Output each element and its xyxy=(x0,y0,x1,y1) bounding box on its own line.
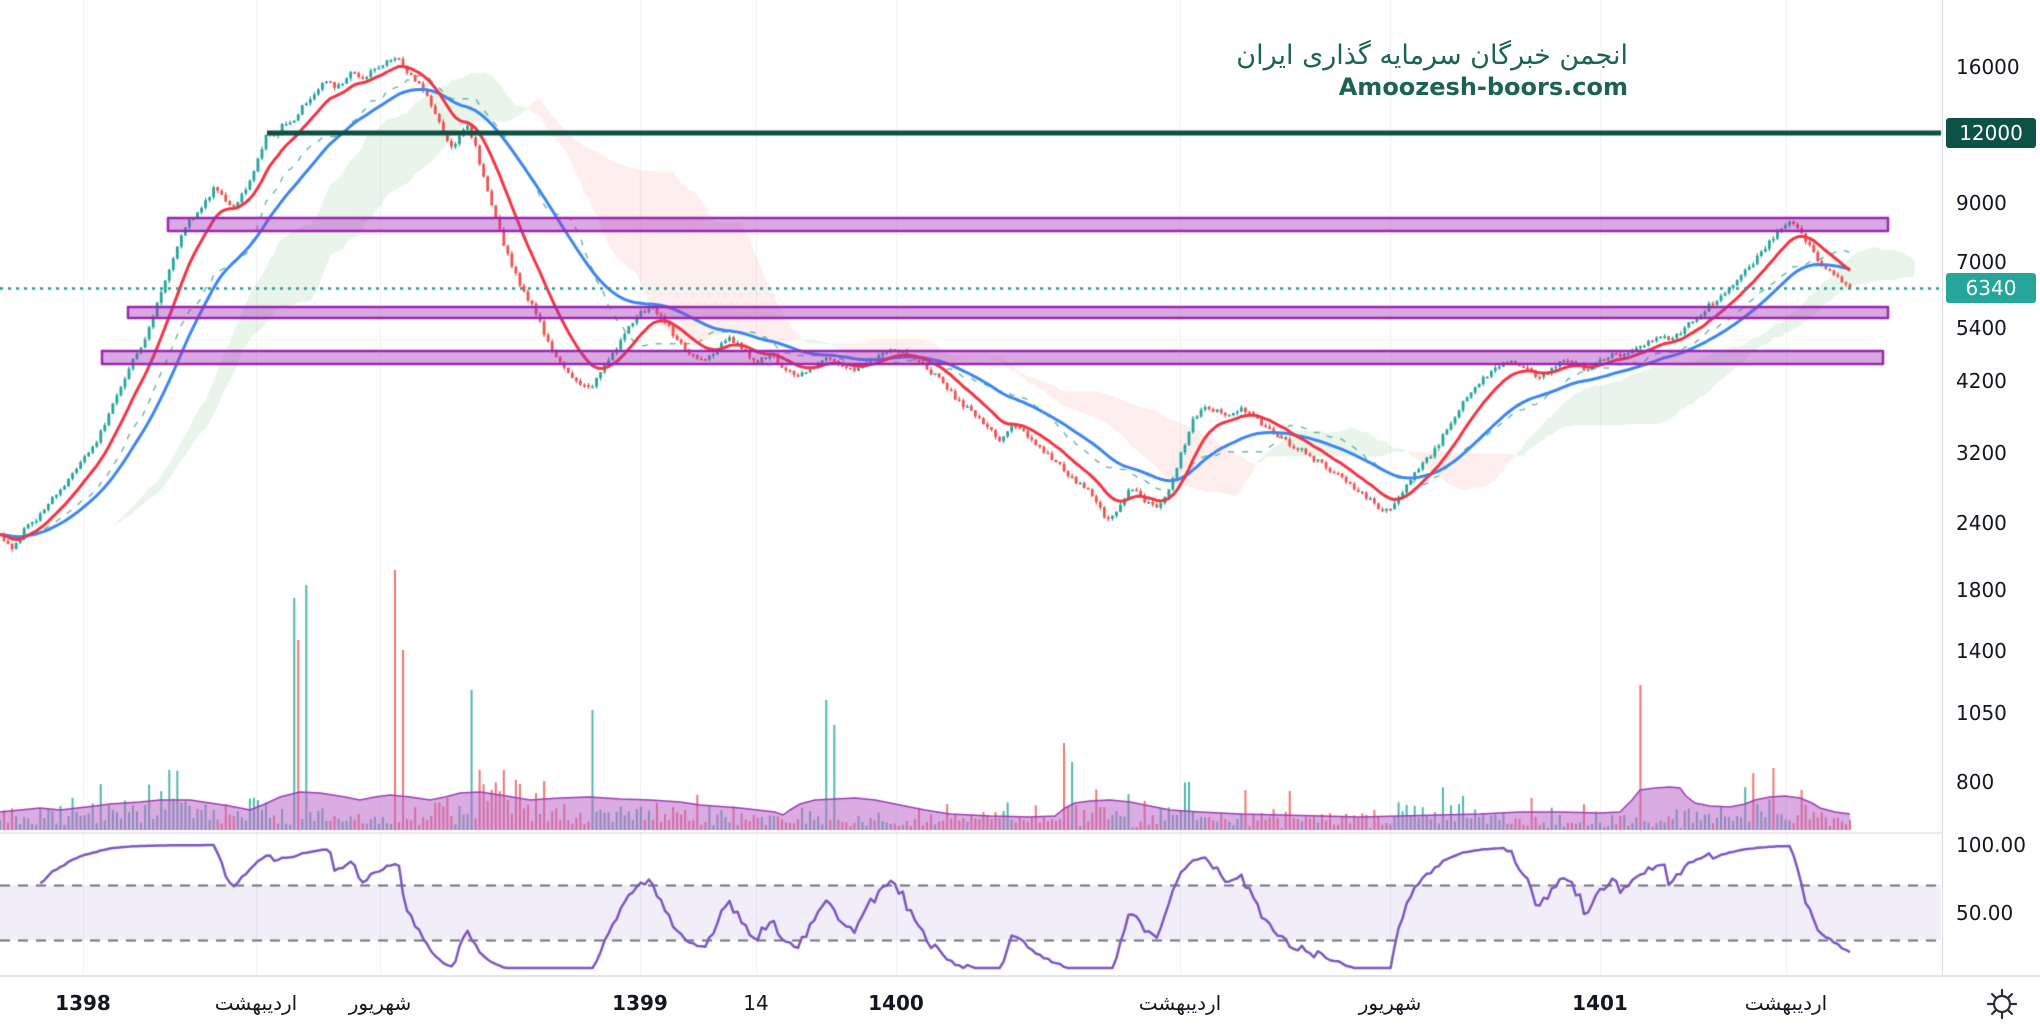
price-tick-9000: 9000 xyxy=(1956,191,2007,215)
time-tick-0: 1398 xyxy=(55,991,111,1015)
time-tick-6: اردیبهشت xyxy=(1138,991,1222,1015)
time-tick-3: 1399 xyxy=(612,991,668,1015)
price-tick-5400: 5400 xyxy=(1956,316,2007,340)
time-tick-5: 1400 xyxy=(868,991,924,1015)
price-tick-1050: 1050 xyxy=(1956,701,2007,725)
price-axis[interactable]: 16000 12000 9000 7000 6340 5400 4200 3200 2400 18… xyxy=(1942,0,2040,975)
price-tick-4200: 4200 xyxy=(1956,369,2007,393)
price-tick-2400: 2400 xyxy=(1956,511,2007,535)
price-tick-1800: 1800 xyxy=(1956,578,2007,602)
brand-title-farsi: انجمن خبرگان سرمایه گذاری ایران xyxy=(1236,40,1628,71)
time-tick-9: اردیبهشت xyxy=(1744,991,1828,1015)
time-axis[interactable]: 1398 اردیبهشت شهریور 1399 14 1400 اردیبهشت شهری… xyxy=(0,975,2040,1034)
price-tick-1400: 1400 xyxy=(1956,639,2007,663)
time-tick-4: 14 xyxy=(743,991,769,1015)
time-tick-7: شهریور xyxy=(1358,991,1422,1015)
time-tick-2: شهریور xyxy=(348,991,412,1015)
price-tick-800: 800 xyxy=(1956,770,1995,794)
price-tick-50.00: 50.00 xyxy=(1956,901,2014,925)
price-tick-3200: 3200 xyxy=(1956,441,2007,465)
price-tick-16000: 16000 xyxy=(1956,55,2020,79)
price-tick-7000: 7000 xyxy=(1956,250,2007,274)
brand-website: Amoozesh-boors.com xyxy=(1338,73,1628,101)
theme-sun-icon[interactable] xyxy=(1982,984,2022,1024)
price-badge-12000: 12000 xyxy=(1946,118,2036,148)
time-tick-1: اردیبهشت xyxy=(214,991,298,1015)
price-badge-6340: 6340 xyxy=(1946,273,2036,303)
price-tick-100.00: 100.00 xyxy=(1956,833,2026,857)
time-tick-8: 1401 xyxy=(1572,991,1628,1015)
brand-watermark: انجمن خبرگان سرمایه گذاری ایران Amoozesh… xyxy=(1236,38,1628,101)
